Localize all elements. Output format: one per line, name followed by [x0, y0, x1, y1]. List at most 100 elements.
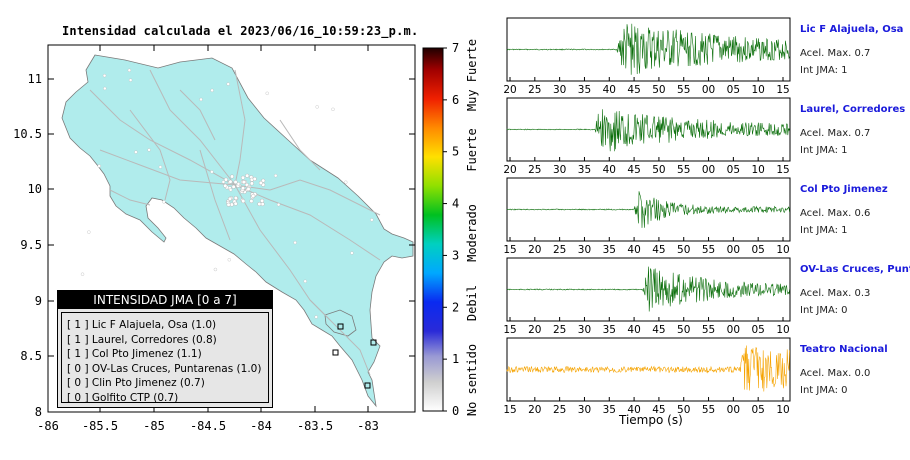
time-tick-label: 05 — [751, 404, 764, 416]
jma-intensity: Int JMA: 1 — [800, 145, 848, 156]
map-y-tick-label: 9.5 — [20, 238, 42, 252]
colorbar-tick-label: 4 — [452, 197, 459, 211]
station-marker — [370, 339, 377, 346]
time-tick-label: 55 — [677, 164, 690, 176]
city-dot — [228, 196, 233, 201]
city-dot — [103, 86, 107, 91]
map-x-tick-label: -84.5 — [190, 419, 226, 433]
city-dot — [249, 181, 254, 186]
city-dot — [102, 74, 107, 78]
intensity-legend: INTENSIDAD JMA [0 a 7] [ 1 ] Lic F Alaju… — [57, 290, 273, 408]
city-dot — [210, 170, 214, 174]
colorbar-ticks: 0 1 2 3 4 5 6 7 — [443, 41, 459, 418]
road-line — [179, 89, 216, 141]
map-title: Intensidad calculada el 2023/06/16_10:59… — [62, 24, 419, 38]
city-dot — [233, 195, 238, 200]
time-tick-label: 45 — [652, 404, 665, 416]
city-dot — [241, 175, 246, 180]
max-acceleration: Acel. Max. 0.7 — [800, 48, 871, 59]
city-dot — [158, 165, 163, 169]
city-dot — [80, 272, 85, 276]
colorbar-tick-label: 5 — [452, 145, 459, 159]
station-marker — [332, 349, 339, 356]
legend-item: [ 0 ] Clin Pto Jimenez (0.7) — [67, 377, 205, 389]
map-y-tick-label: 8.5 — [20, 349, 42, 363]
waveform-trace — [506, 23, 790, 75]
city-dot — [241, 180, 246, 185]
time-tick-label: 00 — [727, 404, 740, 416]
time-tick-label: 15 — [776, 164, 789, 176]
waveform-trace — [506, 191, 790, 228]
city-dot — [162, 200, 166, 204]
city-dot — [331, 107, 335, 111]
city-dot — [147, 148, 151, 152]
city-dot — [223, 183, 228, 188]
time-tick-label: 25 — [528, 84, 541, 96]
time-tick-label: 45 — [627, 164, 640, 176]
time-tick-label: 20 — [503, 84, 516, 96]
time-tick-label: 40 — [627, 324, 640, 336]
time-tick-label: 05 — [751, 244, 764, 256]
city-markers — [80, 68, 374, 339]
time-tick-label: 10 — [776, 324, 789, 336]
time-tick-label: 15 — [503, 324, 516, 336]
time-tick-label: 35 — [578, 164, 591, 176]
city-dot — [276, 203, 281, 207]
time-tick-label: 45 — [652, 244, 665, 256]
time-tick-label: 25 — [553, 244, 566, 256]
time-tick-label: 20 — [528, 404, 541, 416]
waveform-trace — [506, 345, 790, 392]
city-dot — [233, 201, 238, 206]
city-dot — [344, 180, 348, 184]
time-tick-label: 30 — [553, 84, 566, 96]
time-tick-label: 45 — [627, 84, 640, 96]
time-tick-label: 05 — [727, 84, 740, 96]
time-tick-label: 35 — [603, 324, 616, 336]
city-dot — [314, 315, 318, 319]
legend-item: [ 1 ] Lic F Alajuela, Osa (1.0) — [67, 319, 217, 331]
waveform-trace — [506, 109, 790, 152]
city-dot — [87, 230, 91, 234]
legend-list: [ 1 ] Lic F Alajuela, Osa (1.0) [ 1 ] Lau… — [61, 312, 269, 404]
city-dot — [230, 174, 235, 179]
city-dot — [210, 88, 214, 93]
map-y-tick-label: 10 — [28, 182, 42, 196]
time-tick-label: 30 — [578, 324, 591, 336]
city-dot — [226, 82, 230, 86]
time-tick-label: 00 — [727, 244, 740, 256]
colorbar-category-label: No sentido — [465, 344, 479, 416]
city-dot — [249, 199, 254, 204]
max-acceleration: Acel. Max. 0.7 — [800, 128, 871, 139]
colorbar-tick-label: 2 — [452, 300, 459, 314]
legend-item: [ 1 ] Col Pto Jimenez (1.1) — [67, 348, 202, 360]
colorbar-category-label: Fuerte — [465, 128, 479, 171]
time-tick-label: 10 — [776, 244, 789, 256]
seismogram-panel: 15 20 25 30 35 40 45 50 55 00 05 10 — [503, 257, 791, 336]
city-dot — [260, 198, 265, 203]
city-dot — [246, 187, 251, 192]
city-dot — [228, 179, 233, 184]
map-y-tick-label: 8 — [35, 405, 42, 419]
time-tick-label: 15 — [503, 244, 516, 256]
city-dot — [226, 202, 231, 207]
time-tick-label: 10 — [776, 404, 789, 416]
map-y-tick-label: 11 — [28, 72, 42, 86]
city-dot — [258, 180, 263, 185]
road-line — [149, 69, 236, 186]
jma-intensity: Int JMA: 0 — [800, 385, 848, 396]
time-tick-label: 10 — [751, 84, 764, 96]
city-dot — [229, 188, 233, 192]
city-dot — [293, 240, 297, 245]
time-tick-label: 35 — [578, 84, 591, 96]
time-tick-label: 45 — [652, 324, 665, 336]
city-dot — [252, 176, 257, 181]
legend-item: [ 0 ] OV-Las Cruces, Puntarenas (1.0) — [67, 362, 262, 375]
time-tick-label: 30 — [578, 244, 591, 256]
city-dot — [261, 178, 266, 183]
map-y-tick-label: 10.5 — [13, 127, 42, 141]
city-dot — [221, 180, 226, 184]
road-line — [234, 69, 246, 186]
time-tick-label: 25 — [553, 324, 566, 336]
time-tick-label: 20 — [528, 324, 541, 336]
